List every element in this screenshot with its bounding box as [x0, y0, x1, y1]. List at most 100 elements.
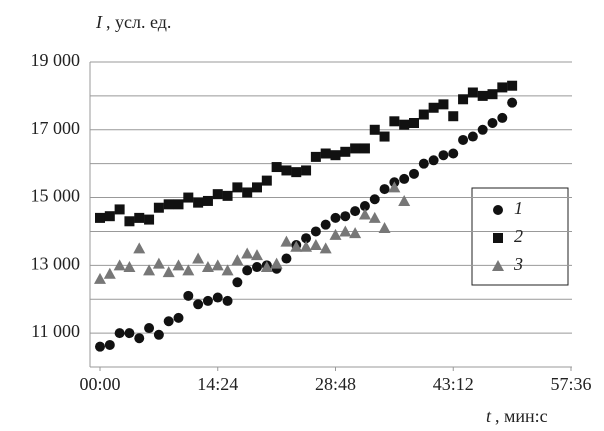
point	[291, 167, 302, 178]
x-axis-symbol: t	[486, 406, 492, 426]
point	[193, 197, 204, 208]
point	[271, 162, 282, 173]
point	[242, 187, 253, 198]
y-axis-symbol: I	[95, 12, 103, 32]
point	[252, 182, 262, 193]
point	[507, 97, 518, 108]
point	[359, 201, 370, 212]
point	[458, 94, 469, 105]
point	[379, 131, 390, 142]
point	[330, 212, 341, 223]
point	[163, 199, 174, 210]
point	[114, 328, 125, 339]
x-tick-label: 00:00	[79, 374, 120, 394]
point	[281, 165, 292, 176]
point	[123, 261, 136, 273]
point	[182, 264, 195, 276]
point	[497, 82, 508, 93]
point	[152, 257, 165, 269]
point	[95, 341, 105, 352]
point	[173, 199, 184, 210]
point	[134, 212, 145, 223]
point	[144, 323, 155, 334]
point	[339, 225, 352, 237]
point	[507, 80, 518, 91]
point	[310, 226, 321, 237]
point	[232, 277, 243, 288]
point	[290, 240, 303, 252]
point	[340, 211, 351, 222]
point	[330, 150, 341, 161]
y-tick-label: 11 000	[31, 321, 80, 341]
point	[133, 242, 146, 254]
point	[301, 233, 312, 244]
point	[251, 249, 263, 261]
point	[222, 295, 233, 306]
x-axis-title: t, мин:с	[486, 406, 548, 426]
point	[193, 299, 204, 310]
legend-marker	[493, 205, 503, 215]
point	[162, 266, 175, 278]
point	[301, 165, 312, 176]
point	[477, 124, 488, 135]
legend-box	[471, 187, 569, 286]
point	[319, 242, 332, 254]
point	[212, 292, 223, 303]
point	[260, 261, 273, 273]
legend-marker	[493, 233, 503, 243]
x-axis-unit: , мин:с	[495, 406, 548, 426]
point	[104, 211, 115, 222]
x-tick-label: 57:36	[550, 374, 591, 394]
point	[300, 240, 313, 252]
point	[368, 211, 381, 223]
legend-label: 1	[514, 198, 523, 218]
point	[104, 339, 115, 350]
point	[398, 194, 411, 206]
point	[211, 259, 224, 271]
point	[222, 190, 233, 201]
legend-label: 3	[513, 254, 523, 274]
point	[428, 155, 439, 166]
point	[458, 134, 469, 145]
point	[212, 189, 223, 200]
y-axis-unit: , усл. ед.	[106, 12, 171, 32]
legend-label: 2	[514, 226, 523, 246]
point	[153, 329, 164, 340]
y-axis-title: I, усл. ед.	[95, 12, 171, 32]
point	[163, 316, 174, 327]
point	[379, 184, 390, 195]
point	[281, 253, 292, 264]
point	[280, 235, 293, 247]
y-tick-label: 17 000	[31, 118, 81, 138]
point	[134, 333, 145, 344]
point	[399, 119, 410, 130]
point	[261, 175, 272, 186]
point	[369, 194, 380, 205]
point	[389, 116, 400, 127]
y-tick-label: 19 000	[31, 50, 81, 70]
y-tick-label: 15 000	[31, 186, 81, 206]
point	[124, 328, 135, 339]
legend-marker	[492, 260, 504, 271]
point	[153, 202, 164, 213]
x-tick-label: 14:24	[197, 374, 238, 394]
point	[221, 264, 234, 276]
point	[202, 295, 213, 306]
point	[103, 267, 116, 279]
point	[252, 262, 262, 273]
point	[241, 247, 254, 259]
point	[428, 102, 439, 113]
point	[143, 264, 156, 276]
point	[438, 99, 449, 110]
point	[369, 124, 380, 135]
point	[378, 222, 391, 234]
y-tick-label: 13 000	[31, 253, 81, 273]
point	[409, 118, 419, 128]
point	[438, 150, 449, 161]
point	[320, 148, 331, 159]
point	[144, 214, 155, 225]
point	[349, 227, 362, 239]
point	[388, 181, 401, 193]
point	[114, 204, 125, 215]
